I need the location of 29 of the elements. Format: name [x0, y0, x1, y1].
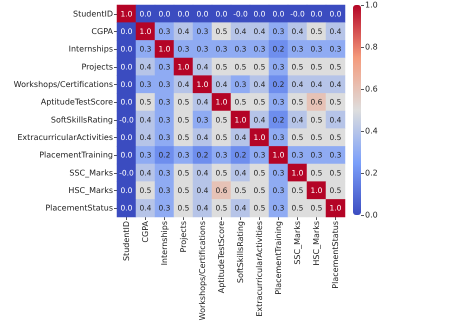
y-tick-label: Internships — [68, 44, 113, 54]
x-tick-label: PlacementStatus — [331, 221, 340, 289]
color-bar-label: 0.6 — [365, 84, 378, 94]
y-tick-label: StudentID — [72, 9, 113, 18]
x-tick-label: Workshops/Certifications — [198, 221, 207, 320]
y-tick-label: PlacementTraining — [39, 150, 113, 160]
x-tick-label: PlacementTraining — [274, 221, 283, 295]
color-bar-label: 0.0 — [365, 210, 378, 220]
color-bar-label: 0.2 — [365, 168, 378, 178]
x-tick-label: ExtracurricularActivities — [255, 221, 264, 317]
x-tick-label: Projects — [179, 221, 188, 253]
y-tick-label: Projects — [81, 62, 113, 72]
y-tick-label: PlacementStatus — [45, 204, 113, 213]
y-tick-label: SoftSkillsRating — [50, 115, 113, 124]
x-tick-label: HSC_Marks — [312, 221, 321, 266]
y-tick-label: Workshops/Certifications — [14, 80, 113, 89]
x-tick-label: CGPA — [141, 220, 150, 243]
y-tick-label: ExtracurricularActivities — [17, 133, 113, 142]
x-tick-label: AptitudeTestScore — [217, 220, 226, 294]
color-bar-label: 1.0 — [365, 0, 378, 10]
x-tick-label: SoftSkillsRating — [236, 221, 245, 284]
y-tick-label: SSC_Marks — [69, 168, 113, 178]
x-tick-label: SSC_Marks — [293, 221, 302, 265]
y-tick-label: AptitudeTestScore — [40, 98, 114, 107]
color-bar-label: 0.4 — [365, 126, 378, 136]
color-bar-label: 0.8 — [365, 42, 378, 52]
y-tick-label: CGPA — [91, 27, 114, 36]
y-tick-label: HSC_Marks — [68, 186, 113, 195]
x-tick-label: Internships — [160, 221, 169, 266]
